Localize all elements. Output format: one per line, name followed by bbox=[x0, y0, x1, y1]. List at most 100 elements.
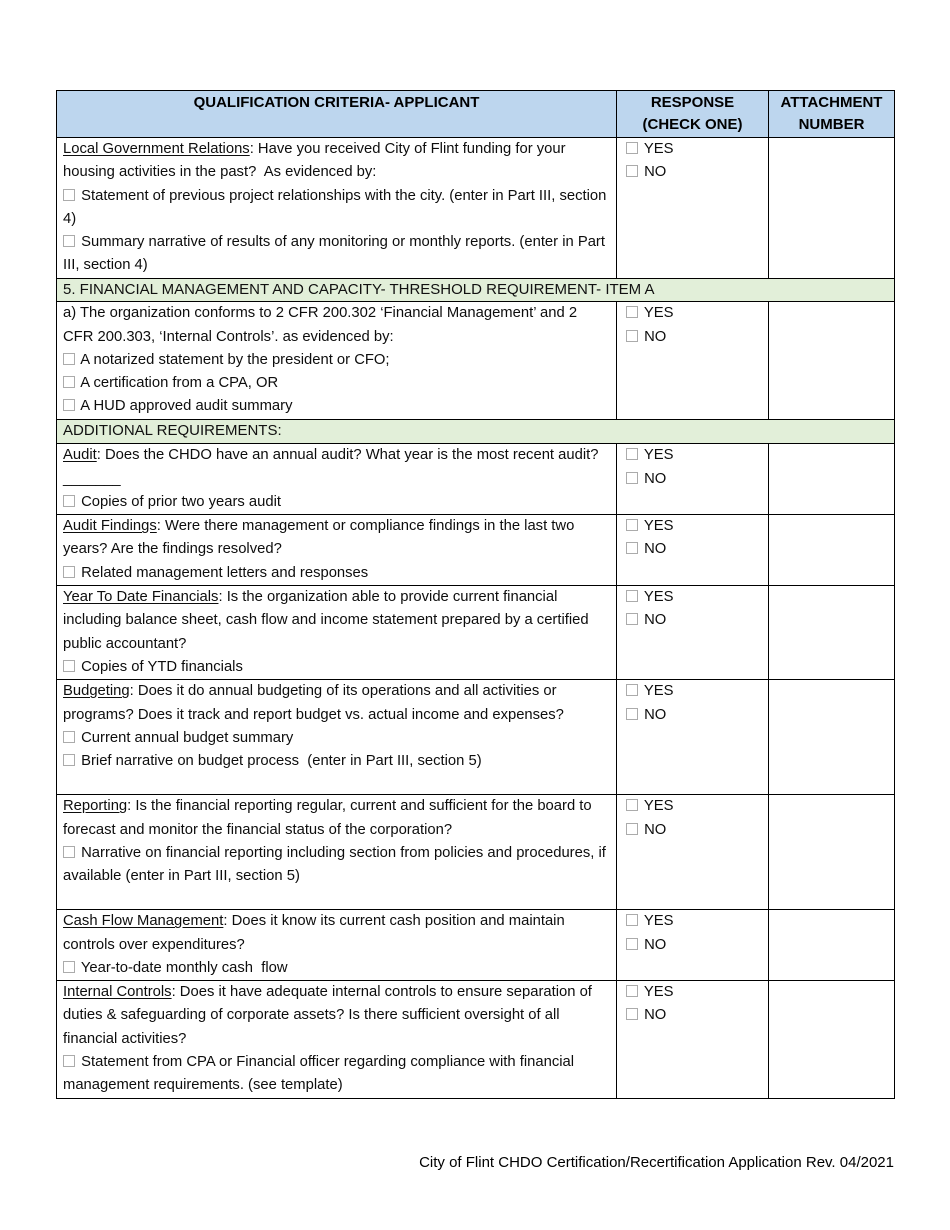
checkbox-icon[interactable] bbox=[63, 399, 75, 412]
response-option-yes[interactable]: YES bbox=[626, 586, 764, 609]
evidence-checklist-item: Year-to-date monthly cash flow bbox=[63, 957, 610, 980]
checkbox-icon[interactable] bbox=[626, 142, 638, 154]
attachment-number-cell[interactable] bbox=[768, 514, 895, 587]
response-option-no[interactable]: NO bbox=[626, 538, 764, 561]
attachment-number-cell[interactable] bbox=[768, 980, 895, 1099]
header-response-line1: RESPONSE bbox=[650, 94, 735, 111]
header-response-line2: (CHECK ONE) bbox=[642, 116, 743, 133]
criteria-text-cell: Audit: Does the CHDO have an annual audi… bbox=[56, 443, 617, 516]
checkbox-icon[interactable] bbox=[63, 659, 75, 672]
evidence-checklist-item: Statement from CPA or Financial officer … bbox=[63, 1054, 579, 1094]
criteria-question-text: : Does it know its current cash position… bbox=[63, 913, 569, 953]
checkbox-icon[interactable] bbox=[626, 822, 638, 835]
criteria-title: Year To Date Financials bbox=[63, 589, 219, 606]
page-footer: City of Flint CHDO Certification/Recerti… bbox=[419, 1154, 894, 1171]
section-header-label: ADDITIONAL REQUIREMENTS: bbox=[56, 419, 895, 445]
response-cell: YES NO bbox=[616, 137, 769, 279]
table-row: Year To Date Financials: Is the organiza… bbox=[56, 585, 895, 681]
checkbox-icon[interactable] bbox=[626, 937, 638, 950]
evidence-checklist-item: Current annual budget summary bbox=[63, 727, 610, 750]
table-row: Reporting: Is the financial reporting re… bbox=[56, 794, 895, 911]
section-header-row: 5. FINANCIAL MANAGEMENT AND CAPACITY- TH… bbox=[56, 277, 895, 303]
checkbox-icon[interactable] bbox=[63, 754, 75, 767]
checkbox-icon[interactable] bbox=[63, 235, 75, 248]
response-option-yes[interactable]: YES bbox=[626, 910, 764, 933]
table-row: Local Government Relations: Have you rec… bbox=[56, 137, 895, 279]
checkbox-icon[interactable] bbox=[626, 448, 638, 461]
checkbox-icon[interactable] bbox=[626, 1008, 638, 1021]
attachment-number-cell[interactable] bbox=[768, 585, 895, 681]
checkbox-icon[interactable] bbox=[63, 494, 75, 507]
checkbox-icon[interactable] bbox=[626, 471, 638, 484]
checkbox-icon[interactable] bbox=[626, 799, 638, 812]
checkbox-icon[interactable] bbox=[626, 590, 638, 603]
response-option-no[interactable]: NO bbox=[626, 704, 764, 727]
criteria-title: Audit bbox=[63, 447, 97, 464]
checkbox-icon[interactable] bbox=[626, 542, 638, 555]
checkbox-icon[interactable] bbox=[626, 306, 638, 319]
criteria-text-cell: Cash Flow Management: Does it know its c… bbox=[56, 909, 617, 982]
checkbox-icon[interactable] bbox=[626, 707, 638, 720]
section-header-label: 5. FINANCIAL MANAGEMENT AND CAPACITY- TH… bbox=[56, 277, 895, 303]
response-option-yes[interactable]: YES bbox=[626, 515, 764, 538]
criteria-question-text: a) The organization conforms to 2 CFR 20… bbox=[63, 305, 582, 345]
checkbox-icon[interactable] bbox=[63, 1055, 75, 1068]
checkbox-icon[interactable] bbox=[63, 960, 75, 973]
criteria-question-text: : Were there management or compliance fi… bbox=[63, 518, 579, 558]
checkbox-icon[interactable] bbox=[626, 329, 638, 342]
evidence-checklist-item: Statement of previous project relationsh… bbox=[63, 187, 611, 227]
attachment-number-cell[interactable] bbox=[768, 443, 895, 516]
criteria-title: Reporting bbox=[63, 798, 128, 815]
table-row: Internal Controls: Does it have adequate… bbox=[56, 980, 895, 1099]
response-cell: YES NO bbox=[616, 794, 769, 911]
attachment-number-cell[interactable] bbox=[768, 794, 895, 911]
criteria-text-cell: Audit Findings: Were there management or… bbox=[56, 514, 617, 587]
response-option-no[interactable]: NO bbox=[626, 819, 764, 842]
criteria-question: Year To Date Financials: Is the organiza… bbox=[63, 586, 610, 656]
criteria-question-text: : Is the financial reporting regular, cu… bbox=[63, 798, 596, 838]
response-cell: YES NO bbox=[616, 679, 769, 796]
checkbox-icon[interactable] bbox=[63, 730, 75, 743]
section-header-row: ADDITIONAL REQUIREMENTS: bbox=[56, 419, 895, 445]
evidence-checklist-item: Narrative on financial reporting includi… bbox=[63, 844, 610, 885]
evidence-checklist-item: Brief narrative on budget process (enter… bbox=[63, 750, 610, 773]
checkbox-icon[interactable] bbox=[63, 376, 75, 389]
response-option-yes[interactable]: YES bbox=[626, 680, 764, 703]
response-option-yes[interactable]: YES bbox=[626, 795, 764, 818]
checkbox-icon[interactable] bbox=[63, 565, 75, 578]
header-qualification-criteria: QUALIFICATION CRITERIA- APPLICANT bbox=[56, 90, 617, 138]
checkbox-icon[interactable] bbox=[626, 985, 638, 998]
attachment-number-cell[interactable] bbox=[768, 679, 895, 796]
evidence-checklist-item: Copies of YTD financials bbox=[63, 656, 610, 679]
criteria-text-cell: Budgeting: Does it do annual budgeting o… bbox=[56, 679, 617, 796]
response-option-no[interactable]: NO bbox=[626, 326, 764, 349]
evidence-checklist-item: Copies of prior two years audit bbox=[63, 491, 610, 514]
response-option-yes[interactable]: YES bbox=[626, 302, 764, 325]
attachment-number-cell[interactable] bbox=[768, 137, 895, 279]
evidence-checklist-item: Related management letters and responses bbox=[63, 562, 610, 585]
checkbox-icon[interactable] bbox=[626, 165, 638, 178]
response-option-yes[interactable]: YES bbox=[626, 981, 764, 1004]
checkbox-icon[interactable] bbox=[626, 914, 638, 927]
response-option-no[interactable]: NO bbox=[626, 468, 764, 491]
checkbox-icon[interactable] bbox=[626, 613, 638, 626]
checkbox-icon[interactable] bbox=[626, 519, 638, 532]
checkbox-icon[interactable] bbox=[63, 352, 75, 365]
response-option-no[interactable]: NO bbox=[626, 609, 764, 632]
response-cell: YES NO bbox=[616, 980, 769, 1099]
checkbox-icon[interactable] bbox=[626, 684, 638, 697]
attachment-number-cell[interactable] bbox=[768, 909, 895, 982]
criteria-text-cell: a) The organization conforms to 2 CFR 20… bbox=[56, 301, 617, 421]
response-option-no[interactable]: NO bbox=[626, 1004, 764, 1027]
criteria-question: Budgeting: Does it do annual budgeting o… bbox=[63, 680, 610, 727]
checkbox-icon[interactable] bbox=[63, 188, 75, 201]
response-option-yes[interactable]: YES bbox=[626, 444, 764, 467]
table-row: Cash Flow Management: Does it know its c… bbox=[56, 909, 895, 982]
header-criteria-label: QUALIFICATION CRITERIA- APPLICANT bbox=[193, 94, 480, 111]
response-option-no[interactable]: NO bbox=[626, 934, 764, 957]
response-option-no[interactable]: NO bbox=[626, 161, 764, 184]
response-option-yes[interactable]: YES bbox=[626, 138, 764, 161]
attachment-number-cell[interactable] bbox=[768, 301, 895, 421]
criteria-text-cell: Year To Date Financials: Is the organiza… bbox=[56, 585, 617, 681]
checkbox-icon[interactable] bbox=[63, 845, 75, 858]
